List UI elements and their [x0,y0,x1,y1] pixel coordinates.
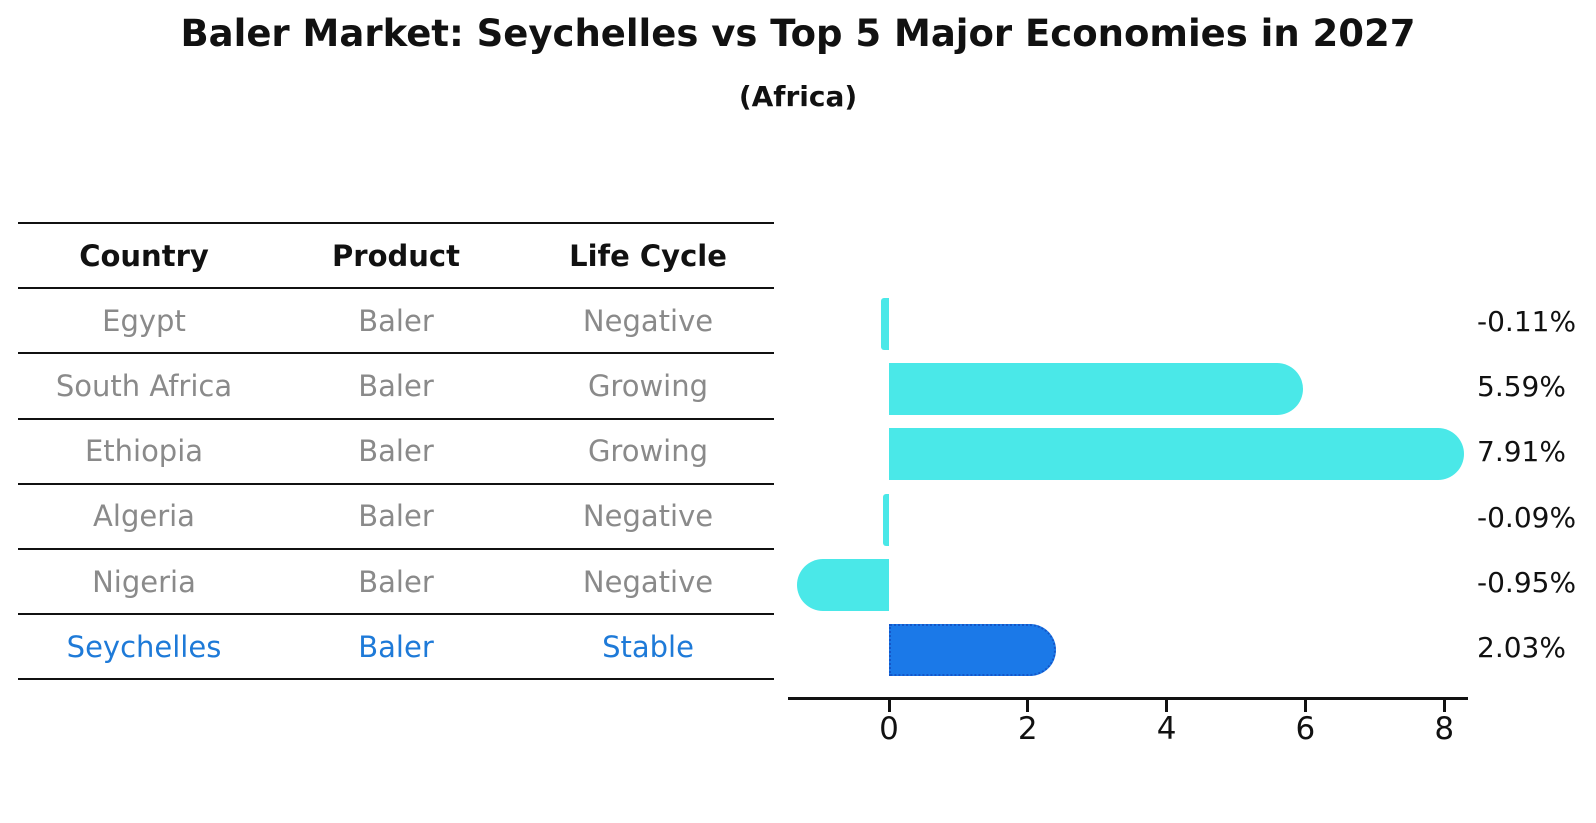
cell-country: Algeria [93,499,195,534]
table-row: Egypt Baler Negative [18,289,774,355]
cell-product: Baler [358,499,434,534]
x-axis-tick [1303,700,1307,712]
cell-product: Baler [358,629,434,664]
bar-egypt [881,298,889,350]
x-axis-tick [1026,700,1030,712]
bar-ethiopia [889,428,1464,481]
table-row: Ethiopia Baler Growing [18,420,774,485]
x-tick-label: 2 [1017,711,1038,747]
table-row: Seychelles Baler Stable [18,615,774,681]
column-header-product: Product [332,238,460,273]
value-label: 2.03% [1477,631,1566,664]
x-tick-label: 4 [1156,711,1177,747]
value-label: 5.59% [1477,370,1566,404]
value-label: -0.09% [1477,500,1577,534]
cell-product: Baler [358,564,434,599]
bar-south-africa [889,363,1303,416]
x-axis-tick [887,700,891,712]
x-axis-line [788,697,1468,700]
x-tick-label: 6 [1295,711,1316,747]
value-label: 7.91% [1477,435,1566,469]
cell-product: Baler [358,434,434,469]
cell-country: South Africa [55,368,233,403]
table-header-row: Country Product Life Cycle [18,224,774,290]
cell-life-cycle: Negative [582,303,714,338]
cell-country: Ethiopia [84,434,204,469]
bar-seychelles [889,624,1056,676]
chart-title: Baler Market: Seychelles vs Top 5 Major … [180,12,1416,55]
cell-country: Seychelles [66,629,222,664]
cell-life-cycle: Negative [582,564,714,599]
cell-product: Baler [358,303,434,338]
value-label: -0.95% [1477,565,1577,599]
x-axis-tick [1165,700,1169,712]
bar-nigeria [797,558,889,611]
x-axis-tick [1442,700,1446,712]
table-row: South Africa Baler Growing [18,354,774,420]
cell-product: Baler [358,368,434,403]
value-label: -0.11% [1477,305,1577,338]
country-table: Country Product Life Cycle Egypt Baler Negati… [18,222,774,681]
table-row: Algeria Baler Negative [18,485,774,550]
cell-life-cycle: Growing [587,368,709,403]
table-row: Nigeria Baler Negative [18,550,774,616]
cell-country: Nigeria [92,564,196,599]
cell-country: Egypt [102,303,186,338]
cell-life-cycle: Stable [602,629,694,664]
x-tick-label: 8 [1434,711,1455,747]
column-header-life-cycle: Life Cycle [569,238,727,273]
column-header-country: Country [79,238,209,273]
cell-life-cycle: Growing [587,434,709,469]
bar-algeria [882,493,889,546]
cell-life-cycle: Negative [582,499,714,534]
chart-subtitle: (Africa) [738,80,858,113]
x-tick-label: 0 [879,711,899,747]
